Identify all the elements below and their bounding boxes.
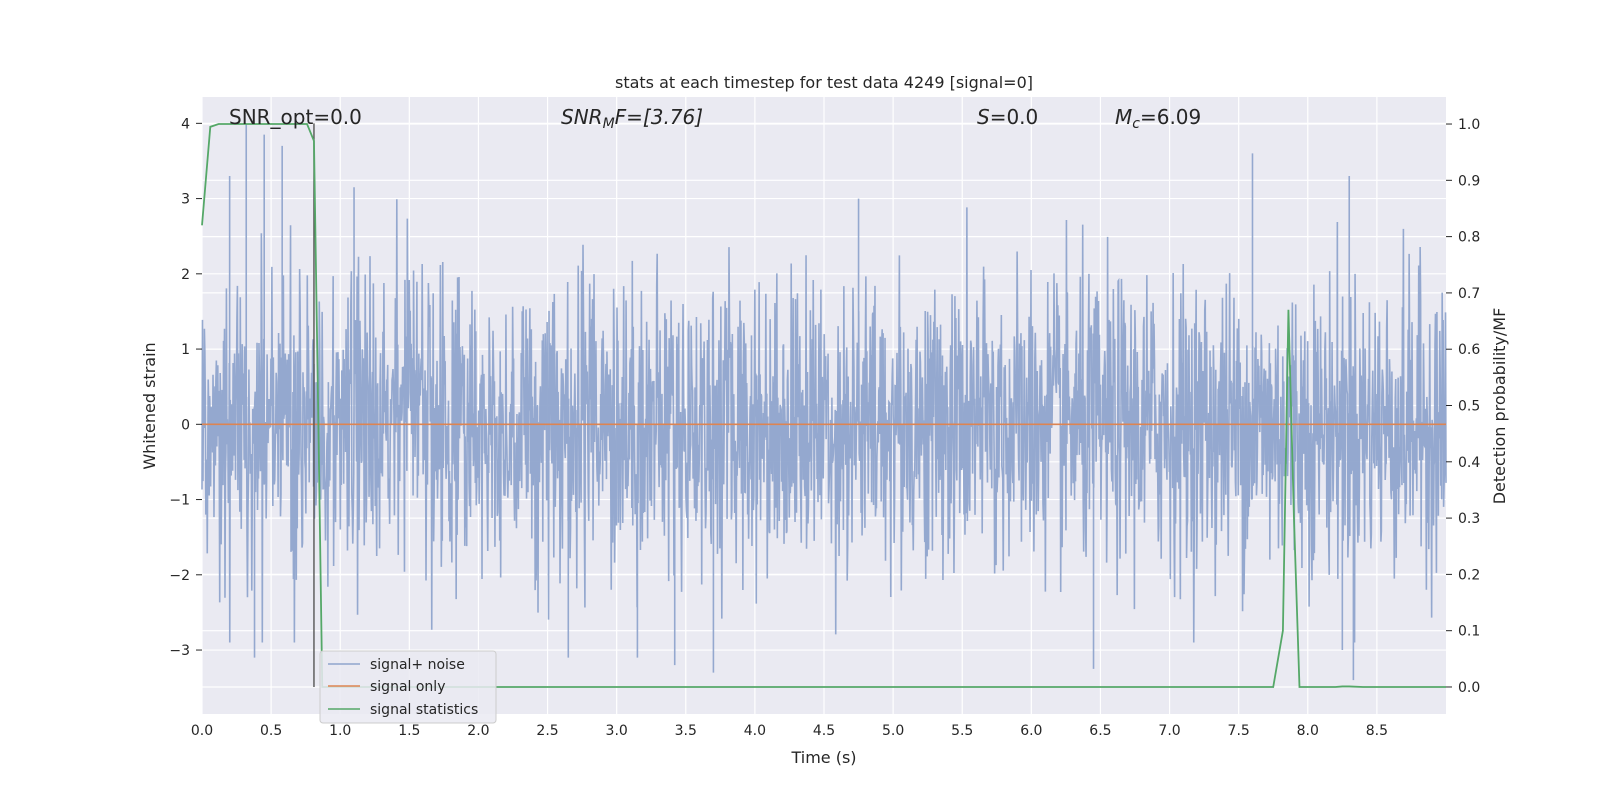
y-right-tick-label: 0.2 <box>1458 567 1480 583</box>
y-tick-label: 4 <box>181 116 190 132</box>
annotation-s-label: S <box>977 105 990 129</box>
y-right-tick-label: 0.1 <box>1458 624 1480 640</box>
x-tick-label: 2.0 <box>467 723 489 739</box>
annotations: SNR_opt=0.0 SNRMF=[3.76] S=0.0 Mc=6.09 <box>229 105 1201 132</box>
x-tick-label: 0.0 <box>191 723 213 739</box>
x-tick-label: 6.5 <box>1089 723 1111 739</box>
x-tick-label: 7.5 <box>1228 723 1250 739</box>
annotation-snr-mf-rest: F=[3.76] <box>615 105 703 129</box>
x-tick-label: 8.0 <box>1297 723 1319 739</box>
x-tick-label: 5.5 <box>951 723 973 739</box>
annotation-mc-label: M <box>1115 105 1132 129</box>
annotation-s-rest: =0.0 <box>990 105 1039 129</box>
y-tick-label: 0 <box>181 417 190 433</box>
legend-label-signal-statistics: signal statistics <box>370 702 478 718</box>
y-tick-label: 2 <box>181 267 190 283</box>
annotation-mc: Mc=6.09 <box>1115 105 1201 132</box>
y-tick-label: −3 <box>169 643 190 659</box>
series-signal-statistics-line <box>201 123 1446 688</box>
annotation-snr-opt: SNR_opt=0.0 <box>229 105 362 129</box>
y-axis-right-label: Detection probability/MF <box>1490 308 1509 505</box>
y-right-tick-label: 0.7 <box>1458 286 1480 302</box>
annotation-mc-sub: c <box>1132 116 1140 132</box>
y-tick-label: 3 <box>181 192 190 208</box>
y-right-tick-label: 0.9 <box>1458 173 1480 189</box>
annotation-snr-mf: SNRMF=[3.76] <box>561 105 703 132</box>
legend-label-signal-only: signal only <box>370 679 445 695</box>
x-tick-label: 2.5 <box>536 723 558 739</box>
x-tick-label: 4.5 <box>813 723 835 739</box>
legend: signal+ noise signal only signal statist… <box>319 650 497 724</box>
y-tick-label: −1 <box>169 493 190 509</box>
data-layer <box>201 123 1447 688</box>
annotation-snr-mf-label: SNR <box>561 105 603 129</box>
x-tick-label: 7.0 <box>1158 723 1180 739</box>
x-tick-label: 1.5 <box>398 723 420 739</box>
y-right-tick-label: 0.4 <box>1458 455 1480 471</box>
legend-box <box>319 650 497 724</box>
tick-labels: 0.0 0.5 1.0 1.5 2.0 2.5 3.0 3.5 4.0 4.5 5.0 5.5 6.0 6… <box>169 116 1480 739</box>
y-right-tick-label: 0.8 <box>1458 230 1480 246</box>
y-tick-label: −2 <box>169 568 190 584</box>
annotation-snr-mf-sub: M <box>603 116 615 132</box>
chart-title: stats at each timestep for test data 424… <box>615 73 1033 92</box>
y-axis-label: Whitened strain <box>140 342 159 469</box>
x-tick-label: 6.0 <box>1020 723 1042 739</box>
x-tick-label: 0.5 <box>260 723 282 739</box>
x-tick-label: 5.0 <box>882 723 904 739</box>
x-axis-label: Time (s) <box>790 748 856 767</box>
y-tick-label: 1 <box>181 342 190 358</box>
x-tick-label: 3.5 <box>675 723 697 739</box>
x-tick-label: 3.0 <box>606 723 628 739</box>
annotation-s: S=0.0 <box>977 105 1038 129</box>
y-right-tick-label: 1.0 <box>1458 117 1480 133</box>
y-right-tick-label: 0.0 <box>1458 680 1480 696</box>
series-signal-noise-line <box>201 123 1447 681</box>
x-tick-label: 4.0 <box>744 723 766 739</box>
y-right-tick-label: 0.5 <box>1458 399 1480 415</box>
x-tick-label: 8.5 <box>1366 723 1388 739</box>
legend-label-signal-noise: signal+ noise <box>370 657 465 673</box>
annotation-mc-rest: =6.09 <box>1140 105 1201 129</box>
y-right-tick-label: 0.3 <box>1458 511 1480 527</box>
x-tick-label: 1.0 <box>329 723 351 739</box>
y-right-tick-label: 0.6 <box>1458 342 1480 358</box>
